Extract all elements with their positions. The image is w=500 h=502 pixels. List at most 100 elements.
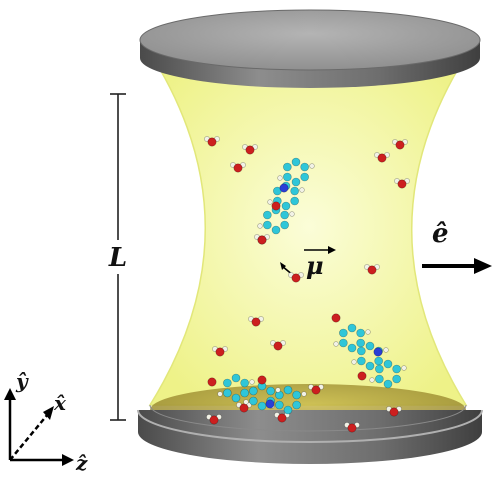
oxygen-atom: [233, 163, 243, 173]
oxygen-atom: [273, 341, 283, 351]
oxygen-atom: [215, 347, 225, 357]
hydrogen-atom: [289, 211, 295, 217]
carbon-atom: [357, 356, 366, 366]
organic-molecule: [207, 373, 307, 415]
x-axis: [9, 413, 49, 461]
carbon-atom: [300, 162, 309, 172]
hydrogen-atom: [309, 163, 315, 169]
water-molecule: [274, 412, 290, 423]
water-molecule: [394, 178, 410, 189]
oxygen-atom: [397, 179, 407, 189]
organic-molecules: [207, 157, 407, 415]
polarization-arrow: [422, 258, 492, 274]
carbon-atom: [283, 172, 292, 182]
dipole-label: μ: [306, 251, 324, 280]
oxygen-atom: [395, 140, 405, 150]
water-molecule: [364, 264, 380, 275]
carbon-atom: [249, 386, 258, 396]
dipole-vector-bar-head: [328, 246, 336, 254]
hydrogen-atom: [299, 187, 305, 193]
water-molecule: [344, 422, 360, 433]
oxygen-atom: [277, 413, 287, 423]
carbon-atom: [392, 364, 401, 374]
carbon-atom: [240, 388, 249, 398]
oxygen-atom: [207, 137, 217, 147]
carbon-atom: [263, 210, 272, 220]
bottom-mirror: [137, 404, 483, 464]
carbon-atom: [257, 401, 267, 411]
cavity-length-label: L: [108, 243, 127, 273]
carbon-atom: [283, 385, 293, 395]
carbon-atom: [283, 405, 293, 415]
hydrogen-atom: [277, 175, 283, 181]
carbon-atom: [300, 172, 309, 182]
hydrogen-atom: [351, 359, 357, 365]
carbon-atom: [275, 400, 284, 410]
water-molecule: [236, 402, 252, 413]
water-molecule: [248, 316, 264, 327]
water-molecule: [242, 144, 258, 155]
carbon-atom: [231, 393, 241, 403]
hydrogen-atom: [243, 399, 249, 405]
carbon-atom: [290, 186, 299, 196]
oxygen-atom: [271, 201, 281, 211]
carbon-atom: [347, 323, 357, 333]
carbon-atom: [383, 359, 393, 369]
oxygen-atom: [331, 313, 341, 323]
oxygen-atom: [239, 403, 249, 413]
oxygen-atom: [347, 423, 357, 433]
hydrogen-atom: [333, 341, 339, 347]
carbon-atom: [266, 386, 275, 396]
nitrogen-atom: [279, 183, 289, 193]
oxygen-atom: [257, 235, 267, 245]
organic-molecule: [331, 313, 407, 389]
light-field: [145, 47, 473, 406]
carbon-atom: [280, 220, 289, 230]
nitrogen-atom: [373, 347, 383, 357]
carbon-atom: [292, 390, 301, 400]
oxygen-atom: [207, 377, 217, 387]
oxygen-atom: [251, 317, 261, 327]
carbon-atom: [365, 341, 375, 351]
carbon-atom: [347, 343, 357, 353]
carbon-atom: [291, 157, 301, 167]
hydrogen-atom: [267, 199, 273, 205]
carbon-atom: [291, 177, 301, 187]
carbon-atom: [292, 400, 301, 410]
carbon-atom: [223, 378, 232, 388]
carbon-atom: [374, 356, 383, 366]
oxygen-atom: [257, 375, 267, 385]
water-molecule: [204, 136, 220, 147]
axis-z-label: ẑ: [75, 451, 88, 475]
hydrogen-atom: [257, 223, 263, 229]
hydrogen-atom: [369, 377, 375, 383]
hydrogen-atom: [301, 391, 307, 397]
oxygen-atom: [367, 265, 377, 275]
carbon-atom: [281, 201, 291, 211]
axis-x-label: x̂: [53, 391, 67, 415]
axis-y-label: ŷ: [15, 369, 29, 393]
oxygen-atom: [311, 385, 321, 395]
carbon-atom: [392, 374, 401, 384]
water-molecule: [386, 406, 402, 417]
coordinate-axes: [4, 388, 74, 466]
hydrogen-atom: [275, 387, 281, 393]
water-molecule: [288, 272, 304, 283]
carbon-atom: [356, 328, 365, 338]
organic-molecule: [257, 157, 315, 245]
carbon-atom: [383, 379, 393, 389]
top-mirror: [139, 9, 481, 88]
water-molecule: [206, 414, 222, 425]
oxygen-atom: [245, 145, 255, 155]
water-molecule: [374, 152, 390, 163]
oxygen-atom: [209, 415, 219, 425]
hydrogen-atom: [249, 379, 255, 385]
carbon-atom: [356, 338, 365, 348]
carbon-atom: [263, 220, 272, 230]
carbon-atom: [339, 328, 348, 338]
carbon-atom: [290, 196, 299, 206]
nitrogen-atom: [265, 399, 275, 409]
carbon-atom: [339, 338, 348, 348]
carbon-atom: [240, 378, 249, 388]
hydrogen-atom: [217, 391, 223, 397]
